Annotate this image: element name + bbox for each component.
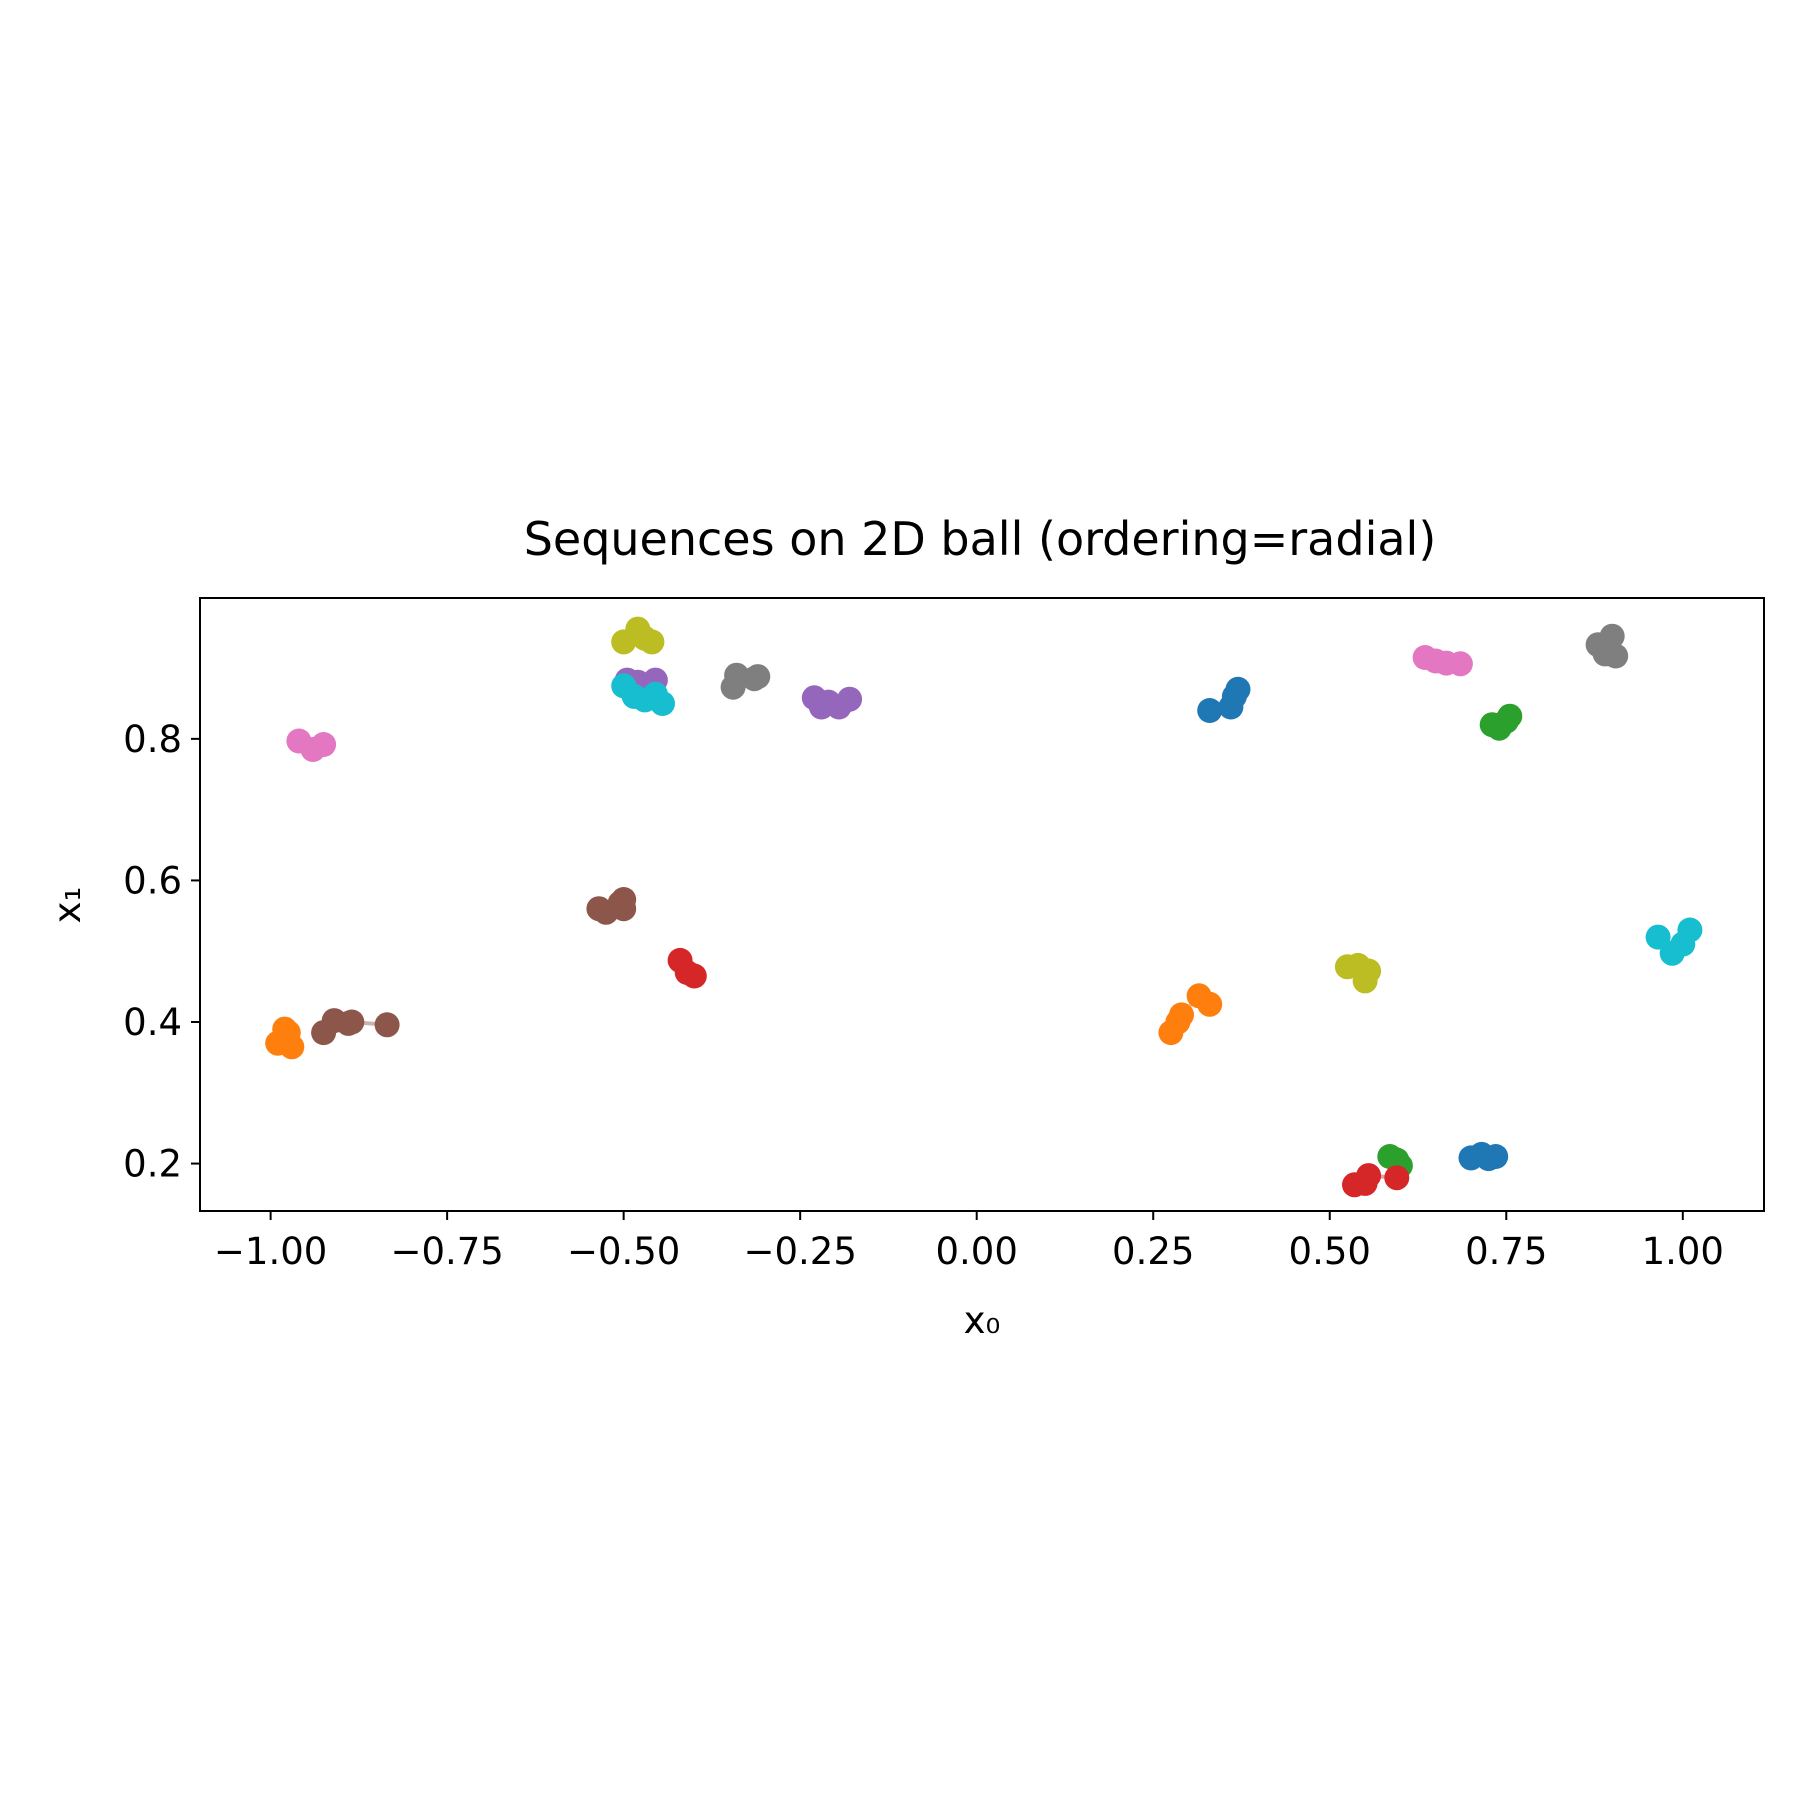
sequence-series-7 (667, 947, 707, 989)
x-tick-label: 0.00 (936, 1230, 1018, 1273)
x-tick-label: −0.50 (567, 1230, 680, 1273)
plot-area (265, 616, 1703, 1198)
data-point (339, 1009, 365, 1035)
sequence-series-16 (1585, 623, 1629, 669)
sequence-series-17 (611, 616, 665, 655)
data-point (681, 963, 707, 989)
sequence-series-5 (1479, 703, 1523, 741)
data-point (1356, 1163, 1382, 1189)
x-tick-label: 0.50 (1289, 1230, 1371, 1273)
data-point (1497, 703, 1523, 729)
data-point (1677, 917, 1703, 943)
data-point (1645, 924, 1671, 950)
plot-frame (199, 597, 1765, 1212)
data-point (279, 1034, 305, 1060)
data-point (374, 1012, 400, 1038)
data-point (1197, 991, 1223, 1017)
sequence-series-12 (311, 1008, 400, 1046)
sequence-series-10 (801, 685, 863, 720)
data-point (745, 664, 771, 690)
data-point (1603, 643, 1629, 669)
data-point (1225, 676, 1251, 702)
data-point (311, 732, 337, 757)
x-tick-label: −1.00 (214, 1230, 327, 1273)
data-point (1197, 698, 1223, 723)
sequence-series-3 (265, 1016, 305, 1060)
sequence-series-14 (1412, 645, 1473, 677)
x-tick-label: −0.25 (743, 1230, 856, 1273)
sequence-series-19 (611, 673, 675, 716)
sequence-series-20 (1645, 917, 1703, 966)
y-tick-label: 0.4 (123, 1001, 182, 1044)
data-point (1356, 958, 1382, 984)
y-tick-label: 0.6 (123, 859, 182, 902)
y-axis: 0.2 0.4 0.6 0.8 (123, 718, 200, 1186)
data-point (639, 629, 665, 655)
sequence-series-13 (286, 728, 337, 762)
sequence-series-1 (1197, 676, 1251, 723)
sequence-series-11 (586, 887, 637, 925)
x-tick-label: 0.25 (1112, 1230, 1194, 1273)
data-point (611, 896, 637, 922)
sequence-series-18 (1334, 952, 1382, 994)
x-tick-label: −0.75 (390, 1230, 503, 1273)
data-point (1169, 1002, 1194, 1028)
y-tick-label: 0.2 (123, 1143, 182, 1186)
sequence-series-4 (1158, 983, 1223, 1046)
data-point (1599, 623, 1625, 649)
sequence-series-8 (1342, 1163, 1410, 1198)
x-tick-label: 0.75 (1465, 1230, 1547, 1273)
data-point (650, 691, 675, 716)
data-point (837, 686, 863, 712)
x-axis-label: x₀ (964, 1299, 1001, 1342)
sequence-series-2 (1458, 1141, 1509, 1172)
y-tick-label: 0.8 (123, 718, 182, 761)
chart-title: Sequences on 2D ball (ordering=radial) (524, 512, 1437, 566)
x-tick-label: 1.00 (1642, 1230, 1724, 1273)
data-point (1483, 1144, 1509, 1169)
data-point (1384, 1165, 1410, 1191)
data-point (1447, 651, 1473, 677)
x-axis: −1.00 −0.75 −0.50 −0.25 0.00 0.25 0.50 0.75 1.00 (214, 1211, 1724, 1273)
sequence-series-15 (720, 662, 771, 700)
y-axis-label: x₁ (46, 887, 89, 924)
